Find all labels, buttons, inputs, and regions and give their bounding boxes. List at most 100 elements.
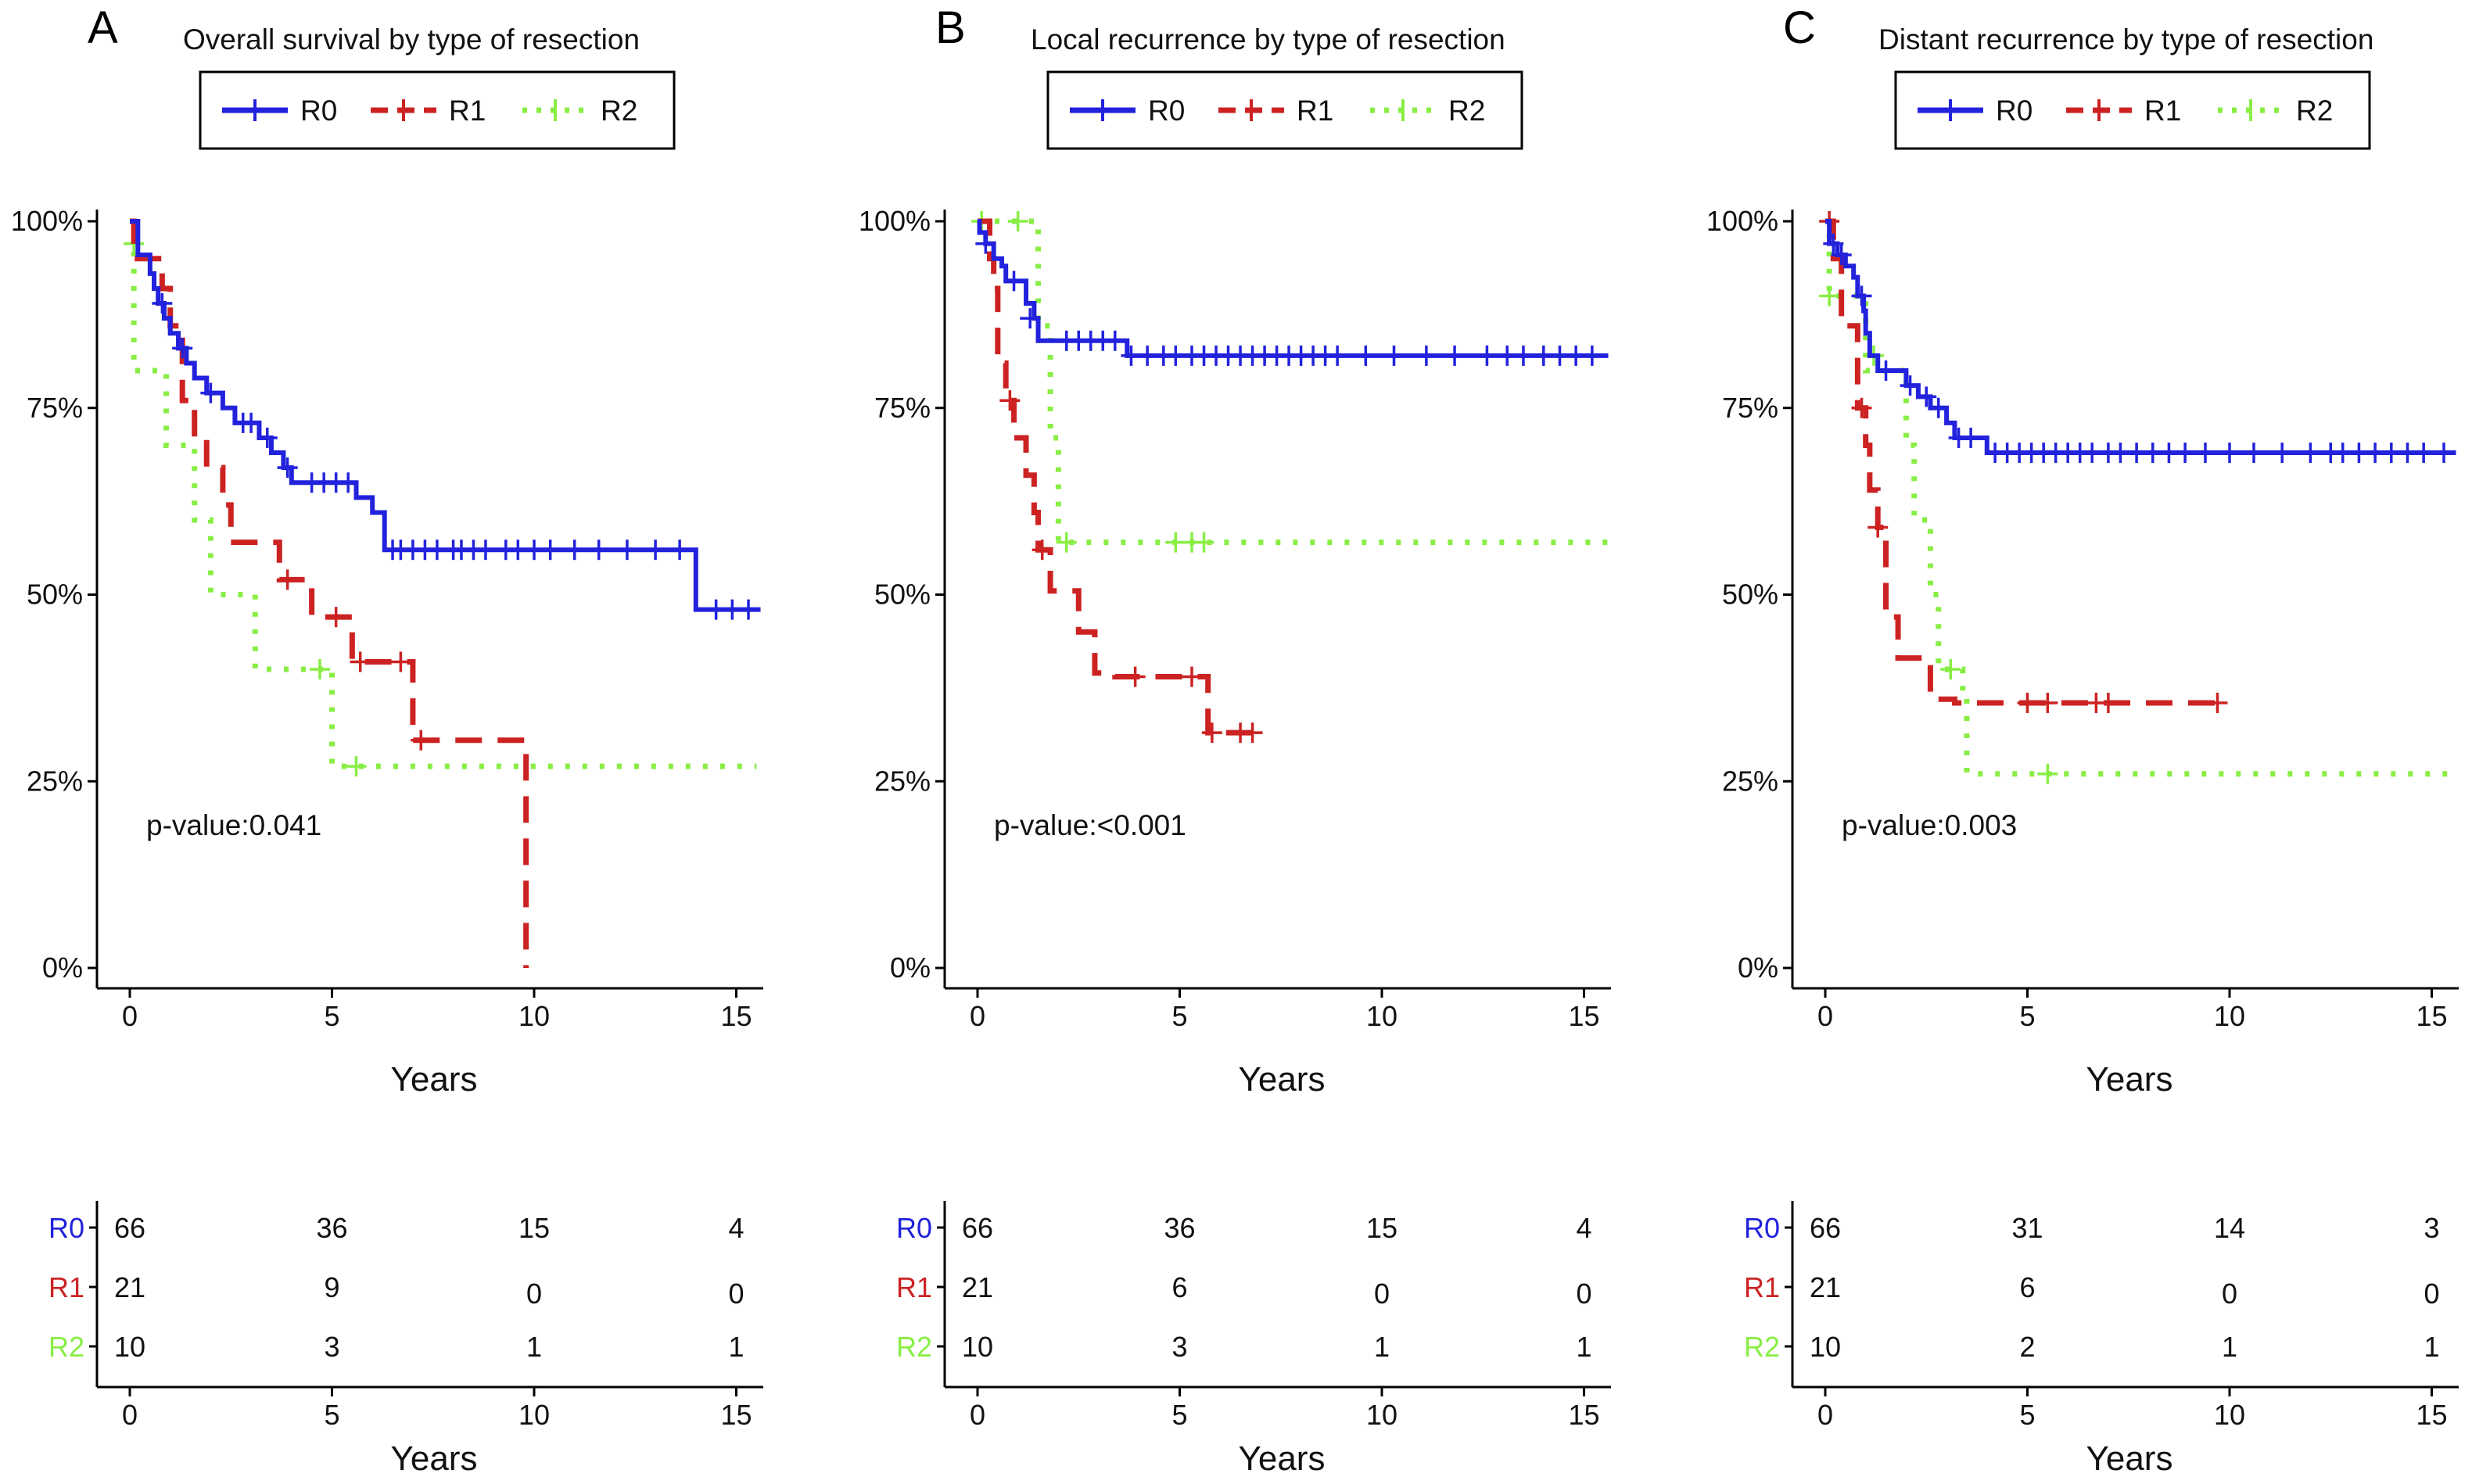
y-tick-label: 50% (27, 579, 83, 611)
risk-count: 15 (1366, 1212, 1397, 1244)
km-curve-r2 (978, 218, 1609, 546)
km-curve-r1 (130, 218, 529, 968)
y-tick-label: 25% (27, 765, 83, 797)
km-curve-r0 (130, 219, 761, 612)
legend-label-r0: R0 (300, 95, 337, 127)
x-tick-label: 5 (1171, 1000, 1187, 1032)
risk-x-tick-label: 5 (2019, 1399, 2035, 1431)
risk-count: 36 (1164, 1212, 1195, 1244)
risk-x-tick-label: 5 (324, 1399, 339, 1431)
km-curve-r2 (1825, 218, 2456, 777)
p-value-annotation: p-value:<0.001 (994, 809, 1186, 841)
risk-count: 3 (2424, 1212, 2439, 1244)
risk-count: 3 (324, 1331, 339, 1363)
risk-row-label-r1: R1 (1744, 1271, 1780, 1303)
x-tick-label: 0 (970, 1000, 985, 1032)
x-tick-label: 10 (518, 1000, 550, 1032)
risk-x-tick-label: 15 (1568, 1399, 1599, 1431)
legend-label-r1: R1 (1297, 95, 1333, 127)
y-tick-label: 100% (11, 205, 83, 237)
risk-x-tick-label: 0 (970, 1399, 985, 1431)
risk-x-tick-label: 15 (720, 1399, 752, 1431)
panel-label: B (935, 2, 966, 53)
series-r2 (124, 218, 757, 777)
y-tick-label: 50% (874, 579, 931, 611)
y-tick-label: 50% (1722, 579, 1778, 611)
y-tick-label: 75% (874, 392, 931, 424)
km-curve-r1 (1825, 218, 2222, 706)
risk-count: 66 (962, 1212, 993, 1244)
risk-row-label-r0: R0 (48, 1212, 84, 1244)
risk-count: 9 (324, 1271, 339, 1303)
risk-row-label-r1: R1 (896, 1271, 932, 1303)
y-tick-label: 0% (1738, 952, 1778, 984)
series-r0 (130, 219, 761, 620)
risk-row-label-r1: R1 (48, 1271, 84, 1303)
risk-count: 10 (114, 1331, 145, 1363)
legend-label-r1: R1 (2144, 95, 2181, 127)
legend-label-r2: R2 (2296, 95, 2333, 127)
legend-label-r2: R2 (601, 95, 637, 127)
series-r2 (971, 211, 1609, 553)
risk-row-label-r2: R2 (48, 1331, 84, 1363)
risk-x-tick-label: 10 (2214, 1399, 2245, 1431)
risk-count: 36 (316, 1212, 347, 1244)
risk-table-x-title: Years (2086, 1439, 2173, 1478)
risk-count: 0 (1374, 1278, 1390, 1310)
x-axis-title: Years (1239, 1060, 1326, 1099)
risk-count: 0 (2222, 1278, 2237, 1310)
legend-label-r0: R0 (1148, 95, 1185, 127)
risk-count: 6 (2019, 1271, 2035, 1303)
legend: R0 R1 R2 (1894, 70, 2371, 150)
km-curve-r0 (977, 219, 1609, 358)
risk-row-label-r0: R0 (896, 1212, 932, 1244)
risk-count: 3 (1171, 1331, 1187, 1363)
risk-count: 1 (728, 1331, 744, 1363)
x-tick-label: 10 (2214, 1000, 2245, 1032)
legend-label-r1: R1 (449, 95, 486, 127)
risk-count: 66 (114, 1212, 145, 1244)
x-axis-title: Years (391, 1060, 478, 1099)
risk-count: 4 (728, 1212, 744, 1244)
risk-x-tick-label: 10 (518, 1399, 550, 1431)
panel-b: B Local recurrence by type of resection R0… (859, 2, 1611, 1478)
risk-count: 1 (1374, 1331, 1390, 1363)
risk-row-label-r2: R2 (896, 1331, 932, 1363)
x-tick-label: 0 (1817, 1000, 1833, 1032)
risk-count: 66 (1810, 1212, 1841, 1244)
risk-count: 21 (114, 1271, 145, 1303)
chart-title: Local recurrence by type of resection (1031, 23, 1505, 56)
panel-label: A (88, 2, 118, 53)
panel-a: A Overall survival by type of resection R0… (11, 2, 763, 1478)
risk-count: 0 (2424, 1278, 2439, 1310)
risk-row-label-r0: R0 (1744, 1212, 1780, 1244)
km-curve-r0 (1825, 219, 2456, 456)
risk-count: 0 (526, 1278, 542, 1310)
risk-count: 14 (2214, 1212, 2245, 1244)
series-r1 (130, 218, 529, 968)
y-tick-label: 100% (859, 205, 931, 237)
km-curve-r2 (130, 218, 757, 769)
series-r0 (1823, 219, 2456, 464)
series-r0 (975, 219, 1609, 366)
risk-table-x-title: Years (391, 1439, 478, 1478)
x-tick-label: 5 (324, 1000, 339, 1032)
series-r1 (978, 218, 1263, 744)
risk-count: 1 (2222, 1331, 2237, 1363)
risk-count: 21 (1810, 1271, 1841, 1303)
risk-count: 15 (518, 1212, 550, 1244)
series-r1 (1819, 211, 2228, 713)
risk-count: 0 (1576, 1278, 1591, 1310)
p-value-annotation: p-value:0.003 (1842, 809, 2017, 841)
risk-count: 1 (526, 1331, 542, 1363)
p-value-annotation: p-value:0.041 (146, 809, 321, 841)
risk-count: 10 (1810, 1331, 1841, 1363)
risk-count: 0 (728, 1278, 744, 1310)
x-axis-title: Years (2086, 1060, 2173, 1099)
risk-count: 10 (962, 1331, 993, 1363)
y-tick-label: 100% (1706, 205, 1778, 237)
risk-table-x-title: Years (1239, 1439, 1326, 1478)
y-tick-label: 75% (1722, 392, 1778, 424)
